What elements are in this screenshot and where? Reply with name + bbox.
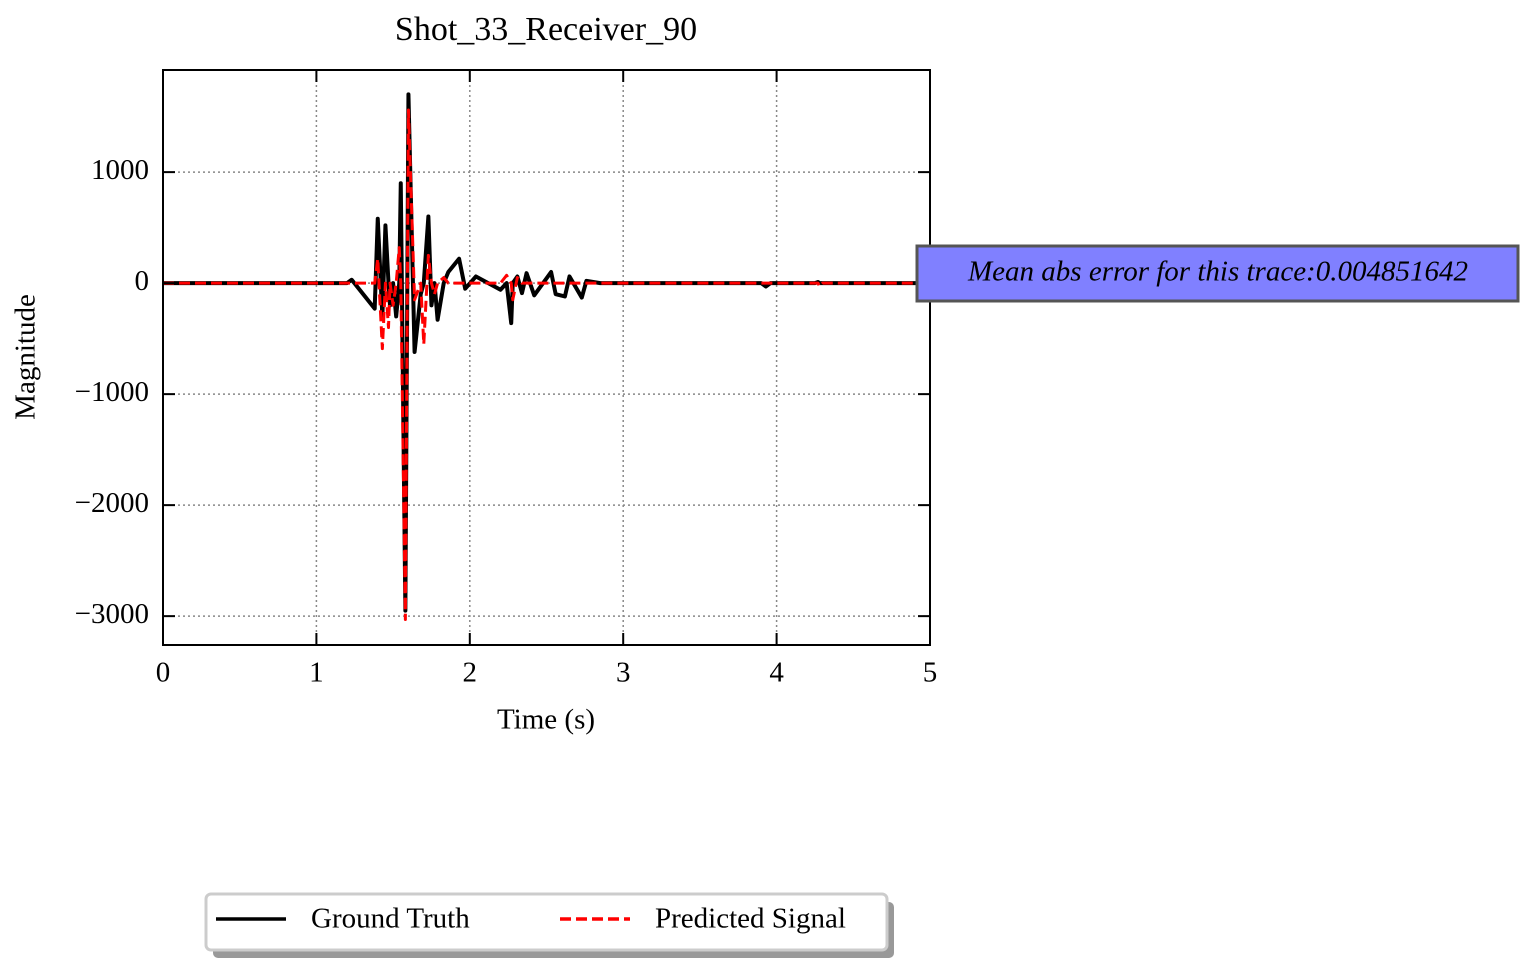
grid: [162, 70, 931, 645]
plot-lines: [163, 92, 930, 621]
y-tick-label: −3000: [75, 598, 149, 630]
plot-frame: [162, 69, 931, 646]
annotation-box: [915, 244, 1520, 303]
x-tick-label: 5: [923, 657, 938, 689]
x-tick-label: 2: [463, 657, 478, 689]
x-axis-label: Time (s): [497, 704, 595, 736]
x-tick-label: 0: [156, 657, 171, 689]
x-tick-label: 3: [616, 657, 631, 689]
x-tick-label: 4: [769, 657, 784, 689]
legend-box: [204, 892, 889, 952]
y-axis-label: Magnitude: [10, 294, 42, 420]
annotation: Mean abs error for this trace:0.00485164…: [967, 256, 1468, 288]
legend-label: Ground Truth: [311, 903, 470, 935]
series-line: [163, 92, 930, 613]
y-tick-label: −1000: [75, 376, 149, 408]
y-tick-label: 0: [135, 265, 150, 297]
y-tick-label: −2000: [75, 487, 149, 519]
series-line: [163, 108, 930, 621]
chart-title: Shot_33_Receiver_90: [395, 11, 697, 48]
legend-label: Predicted Signal: [655, 903, 846, 935]
y-tick-label: 1000: [91, 154, 149, 186]
ticks: 0 1 2 3 4 5 −3000 −2000 −1000 0 1000: [75, 70, 938, 689]
legend: Ground Truth Predicted Signal: [216, 903, 846, 935]
x-tick-label: 1: [309, 657, 324, 689]
